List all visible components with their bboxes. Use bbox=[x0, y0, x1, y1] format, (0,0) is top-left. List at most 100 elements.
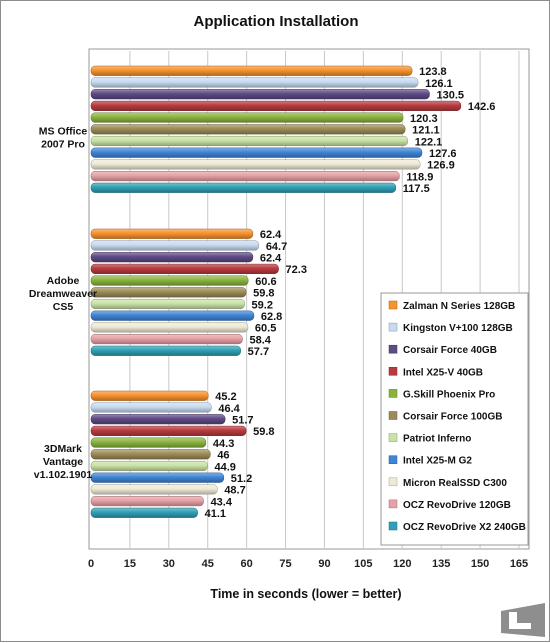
bar-value-label: 122.1 bbox=[415, 136, 443, 148]
category-label: Adobe bbox=[47, 275, 80, 287]
legend-swatch bbox=[388, 300, 398, 310]
bar bbox=[90, 507, 198, 518]
bar bbox=[90, 275, 249, 286]
legend-swatch bbox=[388, 389, 398, 398]
category-label: MS Office bbox=[39, 126, 88, 138]
logo-shape bbox=[501, 603, 545, 637]
bar bbox=[90, 147, 423, 158]
legend-swatch bbox=[388, 344, 398, 354]
legend-label: Intel X25-V 40GB bbox=[403, 367, 483, 378]
bar-value-label: 44.9 bbox=[214, 461, 235, 473]
bar bbox=[90, 263, 279, 274]
legend-label: Intel X25-M G2 bbox=[403, 456, 472, 467]
bar-value-label: 60.6 bbox=[255, 276, 276, 288]
legend-label: OCZ RevoDrive X2 240GB bbox=[403, 522, 526, 533]
legend-label: Corsair Force 100GB bbox=[403, 412, 503, 423]
legend-swatch bbox=[388, 411, 398, 420]
bar-value-label: 121.1 bbox=[412, 125, 440, 137]
legend-label: Patriot Inferno bbox=[403, 434, 471, 445]
legend-label: Corsair Force 40GB bbox=[403, 345, 497, 356]
bar bbox=[90, 402, 212, 413]
chart-title: Application Installation bbox=[193, 13, 358, 30]
bar bbox=[90, 449, 211, 460]
bar-value-label: 126.9 bbox=[427, 160, 455, 172]
legend-swatch bbox=[388, 367, 398, 376]
bar bbox=[90, 287, 247, 298]
bar-value-label: 118.9 bbox=[406, 171, 433, 183]
bar-value-label: 57.7 bbox=[248, 346, 269, 358]
bar-value-label: 126.1 bbox=[425, 78, 453, 90]
bar-value-label: 41.1 bbox=[205, 508, 226, 520]
x-tick-label: 60 bbox=[241, 558, 253, 570]
category-label: Dreamweaver bbox=[29, 288, 97, 300]
bar-value-label: 64.7 bbox=[266, 241, 287, 253]
x-tick-label: 75 bbox=[279, 558, 291, 570]
bar-value-label: 72.3 bbox=[286, 264, 307, 276]
legend-label: Micron RealSSD C300 bbox=[403, 478, 507, 489]
legend-label: G.Skill Phoenix Pro bbox=[403, 389, 495, 400]
bar bbox=[90, 100, 462, 111]
category-label: v1.102.1901 bbox=[34, 469, 93, 481]
bar bbox=[90, 240, 260, 251]
x-tick-label: 0 bbox=[88, 558, 94, 570]
legend-swatch bbox=[388, 499, 398, 509]
bar-value-label: 120.3 bbox=[410, 113, 438, 125]
bar-value-label: 123.8 bbox=[419, 66, 447, 78]
bar-value-label: 45.2 bbox=[215, 391, 236, 403]
bar-value-label: 46 bbox=[217, 450, 229, 462]
site-logo bbox=[501, 603, 545, 637]
bar bbox=[90, 159, 421, 170]
bar bbox=[90, 171, 400, 182]
legend-swatch bbox=[388, 322, 398, 332]
x-tick-label: 90 bbox=[318, 558, 330, 570]
bar bbox=[90, 437, 207, 448]
bar bbox=[90, 65, 413, 76]
bar bbox=[90, 310, 255, 321]
bar-value-label: 117.5 bbox=[403, 183, 430, 195]
bar bbox=[90, 414, 226, 425]
bar-value-label: 43.4 bbox=[211, 496, 233, 508]
bar-value-label: 59.8 bbox=[253, 426, 274, 438]
bar bbox=[90, 460, 208, 472]
bar bbox=[90, 77, 419, 88]
bar bbox=[90, 252, 254, 263]
bar bbox=[90, 135, 408, 147]
bar bbox=[90, 298, 245, 310]
bar bbox=[90, 228, 254, 239]
bar-value-label: 59.2 bbox=[252, 299, 273, 311]
bar-value-label: 46.4 bbox=[218, 403, 240, 415]
category-label: CS5 bbox=[53, 301, 74, 313]
x-tick-label: 135 bbox=[432, 558, 450, 570]
bar bbox=[90, 89, 430, 100]
x-tick-label: 15 bbox=[124, 558, 136, 570]
category-label: 3DMark bbox=[44, 443, 82, 455]
bar-value-label: 44.3 bbox=[213, 438, 234, 450]
bar bbox=[90, 472, 225, 483]
x-tick-label: 120 bbox=[393, 558, 411, 570]
legend-label: Zalman N Series 128GB bbox=[403, 301, 515, 312]
bar-value-label: 51.2 bbox=[231, 473, 252, 485]
bar-value-label: 51.7 bbox=[232, 415, 253, 427]
bar bbox=[90, 124, 406, 135]
legend-label: Kingston V+100 128GB bbox=[403, 323, 513, 334]
bar bbox=[90, 390, 209, 401]
bar-value-label: 59.8 bbox=[253, 288, 274, 300]
legend-swatch bbox=[388, 433, 398, 442]
bar bbox=[90, 425, 247, 436]
bar bbox=[90, 322, 249, 333]
x-tick-labels: 0 15 30 45 60 75 90 105 120 135 150 165 bbox=[88, 558, 528, 570]
legend-swatch bbox=[388, 455, 398, 464]
legend-label: OCZ RevoDrive 120GB bbox=[403, 500, 511, 511]
legend-swatch bbox=[388, 521, 398, 531]
bar-value-label: 62.4 bbox=[260, 253, 282, 265]
legend-swatch bbox=[388, 477, 398, 487]
x-tick-label: 105 bbox=[354, 558, 372, 570]
logo-letter-l bbox=[509, 612, 531, 629]
bar-value-label: 58.4 bbox=[249, 334, 271, 346]
bar bbox=[90, 484, 218, 495]
legend-box bbox=[380, 292, 529, 546]
legend: Zalman N Series 128GB Kingston V+100 128G… bbox=[380, 292, 529, 546]
